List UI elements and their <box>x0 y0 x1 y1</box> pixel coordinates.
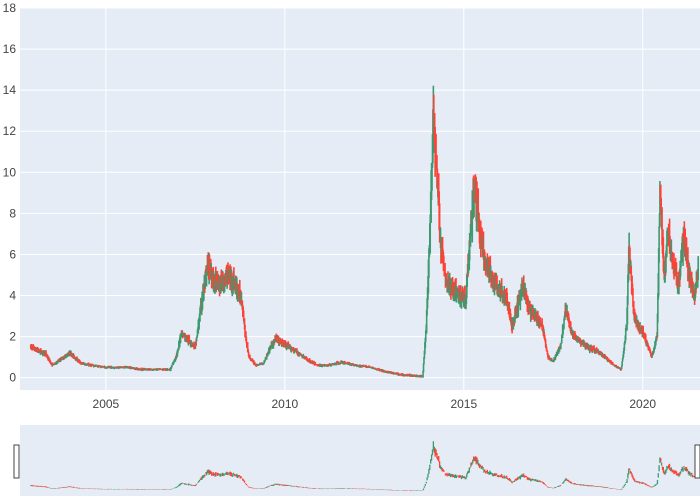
y-axis-ticks: 0 2 4 6 8 10 12 14 16 18 <box>3 1 17 385</box>
y-tick-label: 6 <box>9 247 16 261</box>
y-tick-label: 18 <box>3 1 17 15</box>
range-slider-left-handle[interactable] <box>13 444 20 479</box>
candlestick-series <box>29 85 700 378</box>
y-tick-label: 8 <box>9 206 16 220</box>
x-tick-label: 2020 <box>629 397 656 411</box>
range-slider[interactable] <box>20 425 700 496</box>
y-tick-label: 10 <box>3 165 17 179</box>
y-tick-label: 0 <box>9 371 16 385</box>
range-slider-right-handle[interactable] <box>694 444 700 479</box>
y-tick-label: 12 <box>3 124 17 138</box>
x-tick-label: 2015 <box>450 397 477 411</box>
x-axis-ticks: 2005 2010 2015 2020 <box>93 397 657 411</box>
x-tick-label: 2005 <box>93 397 120 411</box>
range-slider-series <box>30 441 699 491</box>
y-tick-label: 4 <box>9 289 16 303</box>
x-tick-label: 2010 <box>271 397 298 411</box>
y-tick-label: 16 <box>3 42 17 56</box>
y-tick-label: 14 <box>3 83 17 97</box>
plot-background <box>20 8 700 390</box>
y-tick-label: 2 <box>9 330 16 344</box>
